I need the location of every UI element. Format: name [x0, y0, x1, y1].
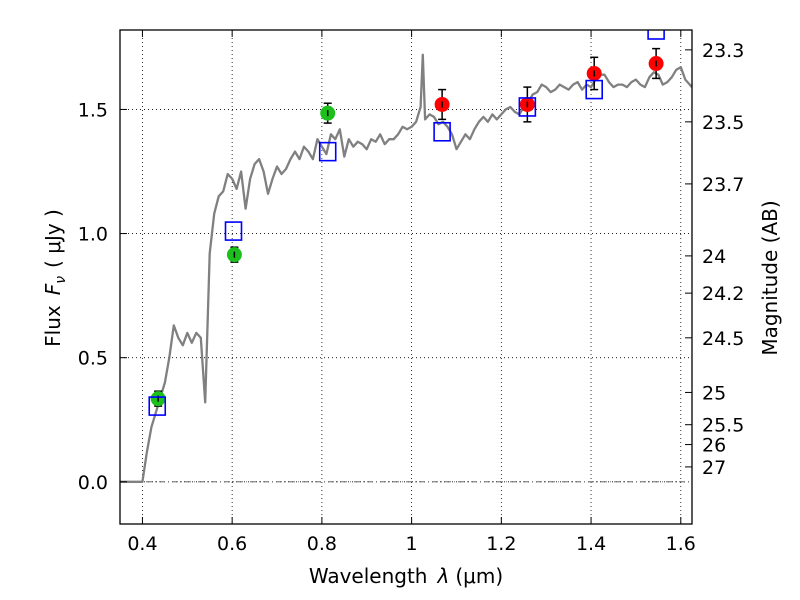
y2-tick-label: 23.7 [702, 174, 744, 196]
y2-tick-label: 25.5 [702, 415, 744, 437]
x-tick-label: 1 [406, 533, 418, 555]
y-tick-label: 1.0 [78, 224, 108, 246]
y-tick-label: 1.5 [78, 99, 108, 121]
grid-lines [120, 30, 692, 524]
y2-axis-title: Magnitude (AB) [758, 200, 782, 355]
axis-tick-labels: 0.4 0.6 0.8 1 1.2 1.4 1.6 0.0 0.5 1.0 1.5 23.3 23.5 2… [78, 40, 745, 555]
y2-tick-label: 25 [702, 382, 726, 404]
model-flux-square [518, 97, 537, 117]
model-flux-square [647, 30, 665, 40]
x-tick-label: 0.8 [307, 533, 337, 555]
y2-tick-label: 24.5 [702, 328, 744, 350]
model-flux-square [433, 121, 451, 142]
plot-frame [119, 29, 693, 525]
plot-area [120, 30, 692, 524]
x-tick-label: 1.6 [666, 533, 696, 555]
x-axis-title: Wavelength λ (μm) [309, 564, 503, 588]
axis-ticks [120, 30, 692, 524]
model-flux-square [148, 396, 167, 416]
y2-tick-label: 24 [702, 246, 726, 268]
x-tick-label: 0.6 [217, 533, 247, 555]
model-flux-square [318, 141, 337, 162]
photometry-points [148, 30, 665, 416]
y-tick-label: 0.0 [78, 472, 108, 494]
y2-tick-label: 26 [702, 435, 726, 457]
y2-tick-label: 23.5 [702, 112, 744, 134]
model-flux-square [585, 79, 603, 100]
y-tick-label: 0.5 [78, 348, 108, 370]
x-tick-label: 1.4 [576, 533, 606, 555]
y2-tick-label: 27 [702, 457, 726, 479]
x-tick-label: 0.4 [127, 533, 157, 555]
y2-tick-label: 24.2 [702, 283, 744, 305]
x-tick-label: 1.2 [486, 533, 516, 555]
y-axis-title: FluxFν( μJy ) [41, 209, 69, 347]
y2-tick-label: 23.3 [702, 40, 744, 62]
model-flux-square [224, 221, 243, 241]
